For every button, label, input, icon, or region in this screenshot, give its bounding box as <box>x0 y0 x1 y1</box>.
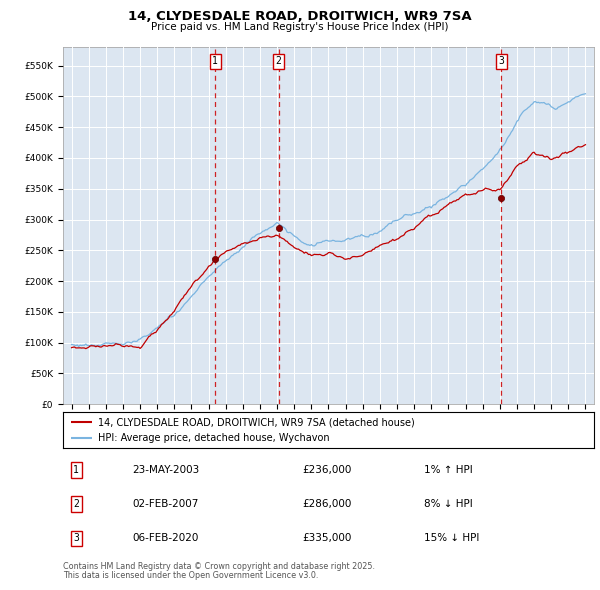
Text: 3: 3 <box>499 56 504 66</box>
Text: 06-FEB-2020: 06-FEB-2020 <box>132 533 199 543</box>
Text: 3: 3 <box>73 533 79 543</box>
Text: 1: 1 <box>212 56 218 66</box>
Text: 02-FEB-2007: 02-FEB-2007 <box>132 499 199 509</box>
Text: £236,000: £236,000 <box>302 465 352 475</box>
Text: 23-MAY-2003: 23-MAY-2003 <box>132 465 199 475</box>
Text: Price paid vs. HM Land Registry's House Price Index (HPI): Price paid vs. HM Land Registry's House … <box>151 22 449 32</box>
Text: 1% ↑ HPI: 1% ↑ HPI <box>424 465 473 475</box>
Text: 1: 1 <box>73 465 79 475</box>
Text: 2: 2 <box>276 56 281 66</box>
Text: £335,000: £335,000 <box>302 533 352 543</box>
Text: This data is licensed under the Open Government Licence v3.0.: This data is licensed under the Open Gov… <box>63 571 319 580</box>
Text: Contains HM Land Registry data © Crown copyright and database right 2025.: Contains HM Land Registry data © Crown c… <box>63 562 375 571</box>
Text: 2: 2 <box>73 499 79 509</box>
Text: 14, CLYDESDALE ROAD, DROITWICH, WR9 7SA (detached house): 14, CLYDESDALE ROAD, DROITWICH, WR9 7SA … <box>98 417 414 427</box>
Text: 15% ↓ HPI: 15% ↓ HPI <box>424 533 479 543</box>
Text: £286,000: £286,000 <box>302 499 352 509</box>
Text: 14, CLYDESDALE ROAD, DROITWICH, WR9 7SA: 14, CLYDESDALE ROAD, DROITWICH, WR9 7SA <box>128 10 472 23</box>
Text: HPI: Average price, detached house, Wychavon: HPI: Average price, detached house, Wych… <box>98 433 329 443</box>
Text: 8% ↓ HPI: 8% ↓ HPI <box>424 499 473 509</box>
